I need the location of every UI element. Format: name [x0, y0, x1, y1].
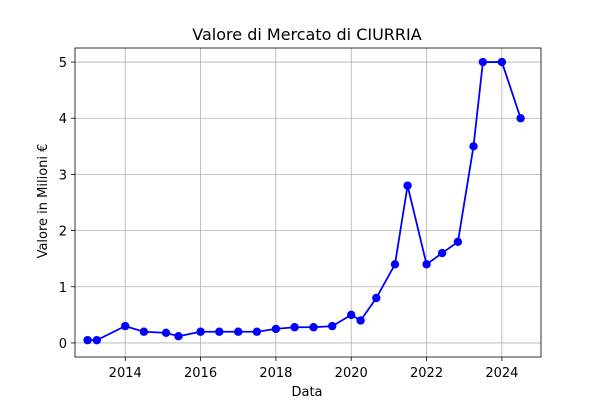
x-axis-label: Data	[291, 385, 322, 400]
data-point	[139, 327, 149, 336]
data-point	[92, 335, 102, 345]
data-point	[290, 323, 299, 332]
x-axis-ticks: 2014 2016 2018 2020 2022 2024	[109, 357, 518, 381]
y-tick-label: 5	[59, 56, 67, 71]
grid-lines	[75, 48, 541, 357]
data-point	[469, 142, 478, 151]
data-point	[403, 181, 412, 190]
data-point	[196, 327, 205, 336]
x-tick-label: 2024	[485, 366, 518, 381]
data-point	[271, 324, 281, 334]
y-tick-label: 1	[59, 281, 67, 296]
data-point	[121, 321, 130, 331]
data-point	[83, 335, 92, 345]
data-point	[422, 260, 431, 269]
y-axis-label: Valore in Milioni €	[36, 144, 51, 259]
x-tick-label: 2016	[184, 366, 217, 381]
y-tick-label: 2	[59, 225, 67, 240]
axes	[74, 47, 542, 358]
data-point	[215, 327, 224, 336]
data-point	[309, 323, 318, 332]
data-point	[234, 327, 243, 336]
series-line	[87, 61, 522, 342]
y-tick-label: 0	[59, 337, 67, 352]
data-point	[347, 310, 356, 320]
data-point	[390, 260, 400, 269]
data-point	[174, 332, 183, 341]
x-tick-label: 2020	[335, 366, 368, 381]
data-point	[516, 114, 525, 123]
data-point	[161, 328, 171, 338]
y-axis-ticks: 0 1 2 3 4 5	[59, 56, 75, 352]
x-tick-label: 2018	[259, 366, 292, 381]
chart-title: Valore di Mercato di CIURRIA	[192, 25, 421, 44]
data-point	[328, 321, 337, 331]
x-tick-label: 2022	[410, 366, 443, 381]
data-point	[437, 248, 447, 258]
data-point	[453, 237, 463, 247]
y-tick-label: 3	[59, 168, 67, 183]
data-series	[83, 57, 525, 345]
data-point	[497, 57, 507, 67]
data-point	[356, 316, 365, 325]
x-tick-label: 2014	[109, 366, 142, 381]
data-point	[252, 327, 262, 336]
plot-frame	[74, 47, 542, 358]
data-point	[478, 57, 488, 67]
data-point	[372, 293, 381, 303]
y-tick-label: 4	[59, 112, 67, 127]
